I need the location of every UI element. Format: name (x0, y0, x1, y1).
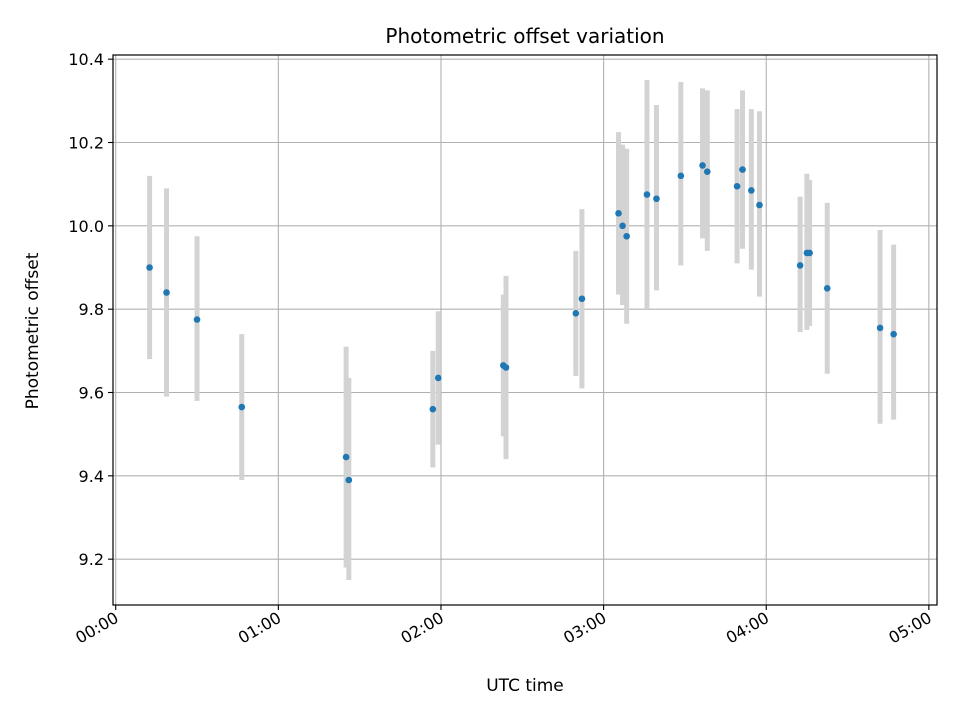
y-axis-label: Photometric offset (23, 252, 43, 409)
data-point-26 (806, 249, 813, 257)
data-point-27 (823, 285, 831, 292)
plot-frame (112, 54, 938, 606)
y-tick-label-0: 9.2 (79, 550, 104, 569)
x-tick-label-5: 05:00 (885, 608, 934, 648)
data-point-13 (619, 222, 626, 230)
data-point-10 (572, 310, 580, 317)
data-point-28 (876, 324, 884, 332)
x-tick-label-2: 02:00 (398, 608, 447, 648)
data-points (146, 162, 897, 484)
data-point-11 (578, 295, 586, 303)
data-point-21 (739, 166, 746, 173)
data-point-6 (429, 405, 437, 413)
data-point-12 (615, 210, 622, 217)
data-point-22 (748, 187, 755, 194)
x-tick-label-0: 00:00 (72, 608, 121, 648)
data-point-24 (796, 262, 804, 269)
data-point-3 (238, 403, 246, 411)
data-point-15 (643, 191, 651, 198)
y-tick-label-4: 10.0 (68, 217, 104, 236)
x-tick-label-3: 03:00 (560, 608, 609, 648)
chart-title: Photometric offset variation (385, 24, 664, 48)
y-tick-label-2: 9.6 (79, 384, 104, 403)
data-point-20 (733, 182, 741, 190)
data-point-19 (703, 168, 711, 175)
data-point-29 (890, 330, 897, 338)
grid-lines (113, 55, 937, 605)
data-point-7 (434, 374, 442, 382)
error-bars (147, 80, 897, 580)
data-point-9 (502, 364, 510, 371)
data-point-0 (146, 264, 153, 271)
y-tick-label-1: 9.4 (79, 467, 104, 486)
y-tick-label-5: 10.2 (68, 134, 104, 153)
y-tick-label-6: 10.4 (68, 50, 104, 69)
x-tick-label-4: 04:00 (723, 608, 772, 648)
data-point-4 (342, 453, 350, 461)
data-point-2 (193, 316, 201, 323)
data-point-17 (677, 172, 685, 180)
data-point-23 (756, 201, 763, 209)
x-axis-label: UTC time (486, 676, 564, 696)
y-tick-label-3: 9.8 (79, 300, 104, 319)
data-point-5 (345, 476, 353, 484)
data-point-18 (699, 162, 706, 169)
x-tick-label-1: 01:00 (235, 608, 284, 648)
data-point-14 (623, 232, 630, 240)
data-point-1 (163, 289, 170, 296)
data-point-16 (653, 195, 660, 203)
